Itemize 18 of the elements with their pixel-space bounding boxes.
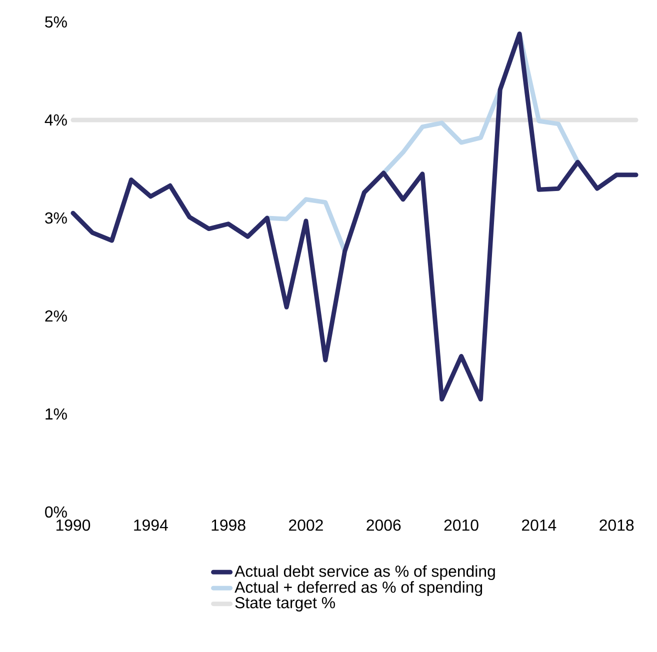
x-tick-label: 2018: [600, 520, 634, 531]
legend-label: Actual + deferred as % of spending: [234, 581, 482, 596]
legend-label: Actual debt service as % of spending: [234, 565, 495, 580]
x-tick-label: 2002: [289, 520, 323, 531]
y-tick-label: 0%: [45, 506, 67, 518]
line-series: [70, 32, 638, 402]
y-tick-label: 1%: [46, 408, 67, 420]
x-tick-label: 2014: [522, 520, 556, 531]
x-tick-label: 2010: [444, 520, 478, 531]
y-tick-label: 4%: [44, 114, 67, 126]
x-tick-label: 1998: [212, 520, 246, 531]
y-tick-label: 2%: [45, 310, 67, 322]
y-tick-label: 5%: [45, 16, 67, 28]
x-tick-label: 1994: [134, 520, 168, 531]
legend-label: State target %: [235, 597, 335, 612]
x-tick-label: 2006: [366, 520, 401, 531]
x-tick-label: 1990: [56, 520, 90, 531]
y-tick-label: 3%: [45, 212, 67, 224]
